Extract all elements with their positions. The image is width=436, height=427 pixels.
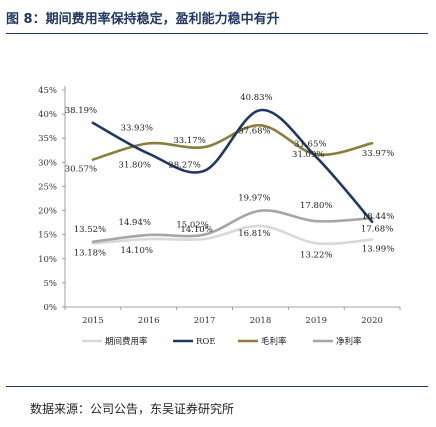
line-chart: 0% 5% 10% 15% 20% 25% 30% 35% 40% 45% 2015 2016 2017…: [38, 86, 401, 347]
data-label: 17.80%: [300, 201, 332, 211]
legend-label: ROE: [196, 337, 216, 347]
legend-label: 净利率: [336, 336, 362, 347]
data-label: 33.97%: [362, 149, 394, 159]
data-label: 31.09%: [292, 150, 324, 160]
y-tick-label: 40%: [38, 110, 57, 120]
data-label: 37.68%: [238, 126, 270, 136]
source-rule: [6, 386, 428, 387]
title-rule: [6, 33, 428, 34]
data-labels: 13.18% 14.10% 14.10% 16.81% 13.22% 13.99% 38.1…: [65, 93, 395, 260]
x-tick-label: 2018: [250, 316, 272, 326]
legend-label: 毛利率: [261, 336, 287, 347]
data-label: 14.94%: [119, 218, 151, 228]
data-label: 16.81%: [238, 229, 270, 239]
y-tick-label: 25%: [38, 182, 57, 192]
x-tick-label: 2020: [361, 316, 383, 326]
data-label: 13.99%: [362, 245, 394, 255]
figure-title: 图 8：期间费用率保持稳定，盈利能力稳中有升: [6, 12, 280, 27]
chart-legend: 期间费用率 ROE 毛利率 净利率: [82, 336, 362, 347]
series-lines: [91, 108, 374, 246]
y-tick-label: 10%: [38, 255, 57, 265]
x-tick-label: 2017: [194, 316, 216, 326]
data-label: 13.52%: [74, 225, 106, 235]
legend-label: 期间费用率: [105, 336, 148, 347]
data-label: 13.22%: [300, 250, 332, 260]
y-tick-label: 15%: [38, 231, 57, 241]
data-label: 15.02%: [176, 221, 208, 231]
y-tick-label: 20%: [38, 207, 57, 217]
source-note: 数据来源：公司公告，东吴证券研究所: [30, 402, 235, 416]
data-label: 33.17%: [173, 136, 205, 146]
chart-axes: 0% 5% 10% 15% 20% 25% 30% 35% 40% 45% 2015 2016 2017…: [38, 86, 401, 326]
data-label: 17.68%: [361, 225, 393, 235]
data-label: 14.10%: [121, 246, 153, 256]
data-label: 31.65%: [294, 139, 326, 149]
data-label: 18.44%: [362, 212, 394, 222]
data-label: 30.57%: [65, 165, 97, 175]
y-tick-label: 30%: [38, 158, 57, 168]
data-label: 19.97%: [238, 194, 270, 204]
series-line-4: [91, 209, 374, 244]
data-label: 38.19%: [65, 106, 97, 116]
data-label: 33.93%: [121, 123, 153, 133]
series-line-1: [91, 224, 374, 246]
data-label: 31.80%: [119, 161, 151, 171]
y-tick-label: 5%: [44, 279, 58, 289]
x-tick-label: 2016: [138, 316, 160, 326]
data-label: 40.83%: [240, 93, 272, 103]
data-label: 28.27%: [168, 161, 200, 171]
y-tick-label: 35%: [38, 134, 57, 144]
x-tick-label: 2015: [82, 316, 104, 326]
x-tick-label: 2019: [305, 316, 327, 326]
series-line-2: [91, 108, 374, 224]
data-label: 13.18%: [74, 248, 106, 258]
data-label: 14.10%: [180, 225, 212, 235]
y-tick-label: 45%: [38, 86, 57, 96]
y-tick-label: 0%: [44, 303, 58, 313]
